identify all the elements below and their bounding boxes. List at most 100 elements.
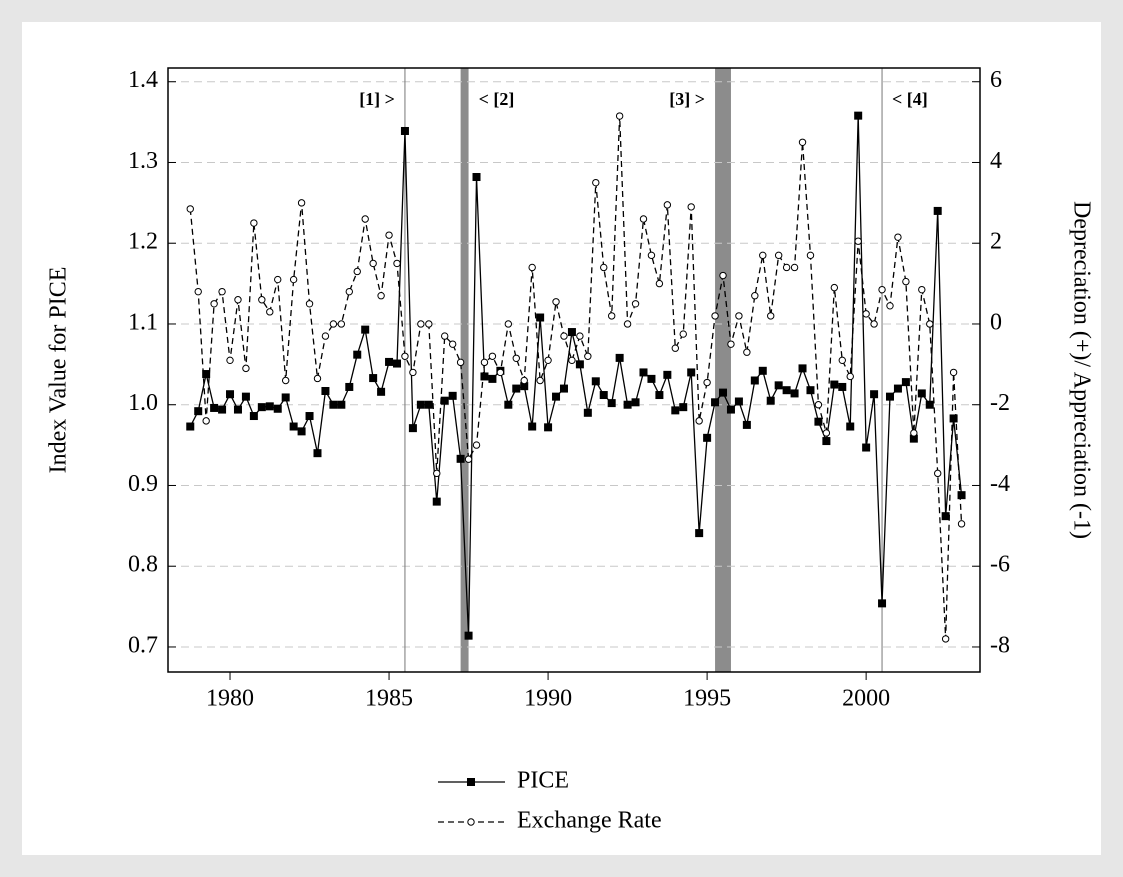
point-marker [281, 393, 290, 402]
point-marker [289, 422, 298, 431]
annotation: < [2] [479, 89, 515, 109]
point-marker [393, 359, 402, 368]
point-marker [273, 404, 282, 413]
x-tick-label: 2000 [842, 686, 890, 712]
y2-tick-label: 4 [990, 148, 1002, 174]
point-marker [313, 374, 322, 383]
y-tick-label: 0.8 [128, 552, 158, 578]
point-marker [647, 251, 656, 260]
point-marker [727, 340, 735, 348]
point-marker [711, 398, 720, 407]
point-marker [241, 392, 250, 401]
point-marker [734, 397, 743, 406]
point-marker [401, 352, 409, 360]
point-marker [567, 328, 576, 337]
point-marker [218, 287, 226, 296]
point-marker [782, 386, 791, 395]
point-marker [862, 310, 870, 318]
point-marker [870, 390, 879, 399]
point-marker [719, 388, 728, 397]
point-marker [528, 422, 537, 431]
point-marker [432, 497, 441, 506]
point-marker [639, 368, 648, 377]
point-marker [321, 332, 330, 340]
point-marker [854, 111, 863, 120]
point-marker [472, 441, 481, 449]
point-marker [743, 348, 751, 356]
point-marker [321, 386, 330, 395]
point-marker [456, 358, 465, 367]
point-marker [467, 818, 475, 826]
point-marker [425, 320, 433, 328]
point-marker [902, 277, 910, 286]
annotation: [3] > [669, 89, 705, 109]
point-marker [933, 206, 942, 215]
point-marker [719, 271, 727, 280]
shaded-period [460, 68, 469, 672]
point-marker [218, 405, 227, 414]
point-marker [862, 443, 871, 452]
point-marker [441, 332, 449, 340]
point-marker [257, 403, 266, 412]
point-marker [607, 312, 616, 320]
point-marker [957, 491, 966, 500]
point-marker [830, 283, 839, 292]
point-marker [409, 368, 417, 377]
point-marker [186, 422, 195, 431]
y-tick-label: 1.0 [128, 390, 158, 416]
point-marker [695, 417, 703, 425]
point-marker [655, 391, 664, 400]
y2-tick-label: 2 [990, 229, 1002, 255]
point-marker [886, 302, 894, 310]
point-marker [305, 412, 314, 421]
point-marker [472, 173, 481, 182]
point-marker [687, 368, 696, 377]
point-marker [671, 344, 680, 352]
point-marker [345, 382, 354, 391]
x-tick-label: 1980 [206, 686, 254, 712]
point-marker [742, 420, 751, 429]
point-marker [536, 313, 545, 322]
point-marker [512, 354, 520, 362]
point-marker [361, 215, 369, 223]
point-marker [711, 312, 719, 320]
point-marker [782, 263, 791, 272]
point-marker [575, 360, 584, 369]
point-marker [631, 300, 640, 308]
point-marker [639, 215, 648, 223]
annotation: [1] > [359, 89, 395, 109]
point-marker [385, 357, 394, 366]
point-marker [369, 374, 378, 383]
point-marker [536, 376, 544, 385]
point-marker [750, 376, 759, 385]
point-marker [759, 251, 767, 260]
point-marker [345, 287, 353, 296]
point-marker [250, 219, 258, 227]
point-marker [353, 350, 362, 359]
point-marker [385, 231, 393, 239]
point-marker [226, 356, 234, 365]
point-marker [663, 370, 672, 379]
point-marker [909, 434, 918, 443]
point-marker [559, 384, 568, 393]
point-marker [679, 330, 687, 338]
legend-label: PICE [517, 768, 569, 794]
point-marker [337, 400, 346, 409]
point-marker [599, 391, 608, 400]
point-marker [663, 201, 672, 209]
point-marker [893, 384, 902, 393]
point-marker [544, 356, 552, 365]
point-marker [918, 285, 926, 294]
y2-tick-label: 0 [990, 309, 1002, 335]
point-marker [226, 390, 235, 399]
point-marker [400, 126, 409, 135]
y2-axis-label: Depreciation (+)/ Appreciation (-1) [1068, 201, 1094, 539]
point-marker [377, 387, 386, 396]
y2-tick-label: -2 [990, 390, 1010, 416]
point-marker [591, 377, 600, 386]
point-marker [520, 376, 528, 385]
point-marker [926, 320, 934, 328]
point-marker [806, 251, 815, 260]
y-tick-label: 1.4 [128, 67, 158, 93]
point-marker [623, 400, 632, 409]
